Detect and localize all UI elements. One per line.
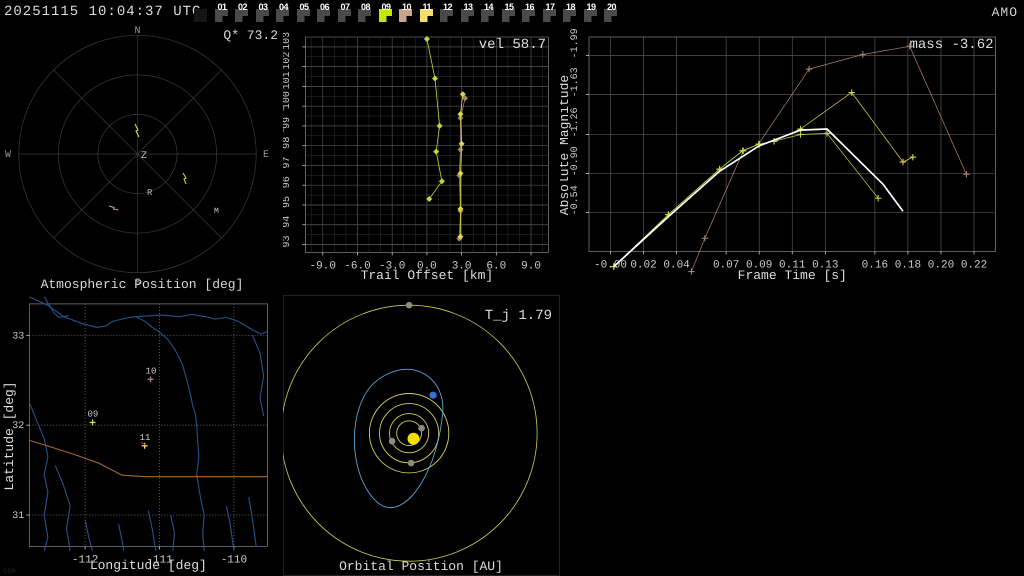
svg-text:Frame Time [s]: Frame Time [s] [738, 268, 847, 283]
svg-text:0.07: 0.07 [713, 259, 739, 271]
svg-text:10: 10 [146, 366, 157, 376]
svg-text:9.0: 9.0 [521, 260, 541, 272]
svg-text:33: 33 [12, 331, 24, 342]
svg-text:-9.0: -9.0 [310, 260, 336, 272]
svg-text:0.04: 0.04 [663, 259, 690, 271]
svg-text:Longitude [deg]: Longitude [deg] [90, 558, 207, 573]
svg-text:93: 93 [283, 235, 293, 247]
svg-text:31: 31 [12, 511, 24, 522]
svg-text:0.18: 0.18 [895, 259, 921, 271]
svg-text:102: 102 [283, 52, 293, 70]
svg-text:0.02: 0.02 [630, 259, 656, 271]
svg-text:11: 11 [140, 433, 151, 443]
svg-text:vel 58.7: vel 58.7 [479, 37, 546, 53]
svg-text:Z: Z [141, 151, 147, 162]
svg-text:Trail Offset [km]: Trail Offset [km] [361, 268, 494, 283]
svg-text:Height [km]: Height [km] [283, 105, 285, 184]
svg-text:Orbital Position [AU]: Orbital Position [AU] [339, 559, 503, 574]
svg-text:-0.00: -0.00 [594, 259, 627, 271]
svg-text:R: R [147, 188, 153, 198]
svg-text:E: E [263, 150, 269, 161]
svg-text:mass -3.62: mass -3.62 [909, 37, 993, 53]
svg-text:0.22: 0.22 [961, 259, 987, 271]
svg-text:101: 101 [283, 71, 293, 89]
svg-text:OSM: OSM [3, 568, 16, 576]
svg-text:09: 09 [88, 409, 99, 419]
svg-text:94: 94 [283, 216, 293, 228]
svg-text:Absolute Magnitude: Absolute Magnitude [560, 75, 572, 215]
svg-text:Latitude [deg]: Latitude [deg] [2, 381, 17, 490]
svg-text:103: 103 [283, 32, 293, 50]
svg-text:95: 95 [283, 196, 293, 208]
svg-text:-1.99: -1.99 [570, 28, 581, 58]
svg-text:0.16: 0.16 [862, 259, 888, 271]
svg-text:T_j 1.79: T_j 1.79 [485, 308, 552, 324]
svg-text:M: M [214, 207, 219, 216]
svg-text:N: N [134, 26, 140, 37]
svg-text:-110: -110 [221, 554, 247, 566]
svg-text:W: W [5, 150, 11, 161]
svg-text:0.20: 0.20 [928, 259, 954, 271]
